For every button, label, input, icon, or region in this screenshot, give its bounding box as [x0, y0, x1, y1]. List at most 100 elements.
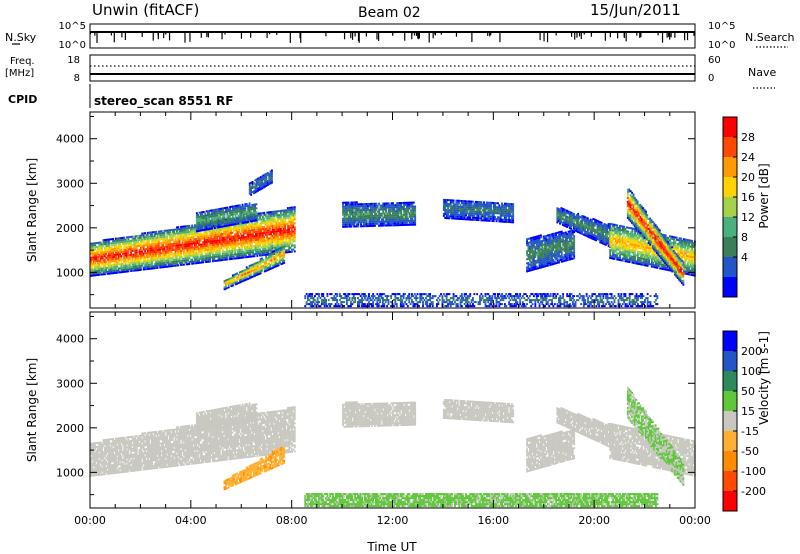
radar-cell [162, 252, 164, 255]
radar-cell [181, 241, 184, 244]
radar-cell [137, 263, 139, 266]
radar-cell [207, 258, 210, 261]
radar-cell [512, 219, 515, 222]
radar-cell [124, 264, 127, 267]
radar-cell [242, 254, 245, 257]
radar-cell [235, 239, 238, 242]
radar-cell [225, 238, 228, 241]
radar-cell [174, 262, 177, 265]
radar-cell [128, 266, 131, 269]
radar-cell [492, 220, 495, 223]
radar-cell [187, 229, 189, 232]
radar-cell [112, 242, 115, 245]
radar-cell [242, 226, 245, 229]
radar-cell [164, 261, 167, 264]
radar-cell [149, 261, 152, 264]
radar-cell [250, 249, 253, 252]
radar-cell [90, 262, 92, 265]
radar-cell [169, 261, 171, 264]
radar-cell [115, 259, 117, 262]
radar-cell [199, 239, 202, 242]
radar-cell [117, 241, 120, 244]
radar-cell [260, 232, 263, 235]
radar-cell [149, 245, 152, 248]
radar-cell [257, 236, 260, 239]
radar-cell [189, 244, 192, 247]
radar-cell [138, 257, 141, 259]
radar-cell [534, 256, 537, 258]
radar-cell [182, 231, 185, 234]
radar-cell [210, 232, 213, 235]
radar-cell [210, 230, 213, 233]
radar-cell [178, 262, 181, 265]
radar-cell [199, 261, 202, 264]
radar-cell [153, 233, 156, 236]
radar-cell [389, 212, 392, 215]
radar-cell [106, 238, 109, 241]
radar-cell [157, 240, 160, 243]
radar-cell [414, 215, 417, 218]
radar-cell [221, 235, 224, 237]
radar-cell [259, 216, 261, 219]
radar-cell [102, 251, 105, 254]
radar-cell [212, 244, 214, 247]
radar-cell [205, 234, 207, 237]
radar-cell [260, 254, 263, 257]
radar-cell [241, 238, 243, 241]
radar-cell [180, 264, 182, 266]
radar-cell [156, 248, 159, 251]
radar-cell [120, 239, 123, 242]
radar-cell [92, 268, 95, 271]
radar-cell [241, 203, 244, 206]
radar-cell [113, 253, 116, 256]
radar-cell [243, 244, 246, 247]
radar-cell [259, 226, 261, 229]
radar-cell [196, 231, 199, 234]
radar-cell [90, 252, 92, 255]
radar-cell [126, 266, 128, 269]
radar-cell [124, 244, 127, 247]
radar-cell [216, 249, 219, 252]
radar-cell [246, 238, 249, 240]
radar-cell [181, 229, 184, 232]
radar-cell [177, 250, 180, 253]
radar-cell [105, 250, 108, 253]
radar-cell [223, 236, 225, 239]
radar-cell [217, 259, 220, 262]
radar-cell [194, 230, 196, 233]
radar-cell [230, 242, 232, 244]
radar-cell [249, 243, 252, 246]
radar-cell [119, 241, 121, 244]
radar-cell [120, 249, 123, 252]
radar-cell [91, 272, 94, 275]
radar-cell [192, 252, 195, 255]
radar-cell [242, 250, 245, 253]
radar-cell [189, 260, 192, 263]
radar-cell [176, 256, 178, 259]
radar-cell [512, 203, 515, 206]
radar-cell [90, 266, 92, 269]
radar-cell [164, 255, 167, 258]
radar-cell [271, 181, 273, 184]
radar-cell [134, 239, 137, 242]
radar-cell [134, 267, 137, 270]
radar-cell [239, 240, 242, 243]
radar-cell [110, 244, 113, 247]
radar-cell [194, 224, 196, 227]
radar-cell [94, 268, 97, 271]
radar-cell [223, 232, 225, 235]
radar-cell [252, 235, 255, 238]
radar-cell [126, 264, 128, 267]
radar-cell [202, 235, 205, 238]
radar-cell [141, 256, 144, 259]
radar-cell [255, 207, 258, 210]
radar-cell [164, 239, 167, 242]
radar-cell [257, 248, 260, 251]
nsky-frame [89, 23, 696, 49]
radar-cell [134, 245, 137, 248]
radar-cell [252, 251, 255, 254]
radar-cell [217, 253, 220, 256]
radar-cell [120, 245, 123, 248]
radar-cell [187, 249, 189, 252]
radar-cell [103, 269, 106, 272]
